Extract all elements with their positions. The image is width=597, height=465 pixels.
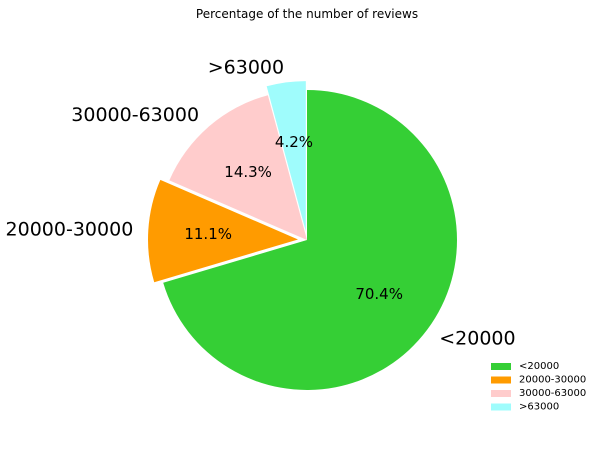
legend: <20000 20000-30000 30000-63000 >63000 <box>470 357 586 415</box>
slice-category-label: >63000 <box>208 57 284 79</box>
legend-swatch <box>491 404 511 411</box>
legend-swatch <box>491 377 511 384</box>
slice-percent-label: 14.3% <box>224 163 272 181</box>
slice-percent-label: 70.4% <box>355 285 403 303</box>
slice-percent-label: 4.2% <box>275 133 313 151</box>
legend-label: 20000-30000 <box>519 375 586 386</box>
legend-label: <20000 <box>519 361 559 372</box>
slice-category-label: 20000-30000 <box>6 219 134 241</box>
chart-title: Percentage of the number of reviews <box>196 7 418 21</box>
legend-swatch <box>491 363 511 370</box>
legend-swatch <box>491 390 511 397</box>
slice-category-label: <20000 <box>439 328 515 350</box>
slice-category-label: 30000-63000 <box>71 104 199 126</box>
slice-percent-label: 11.1% <box>184 225 232 243</box>
legend-label: >63000 <box>519 402 559 413</box>
legend-label: 30000-63000 <box>519 388 586 399</box>
